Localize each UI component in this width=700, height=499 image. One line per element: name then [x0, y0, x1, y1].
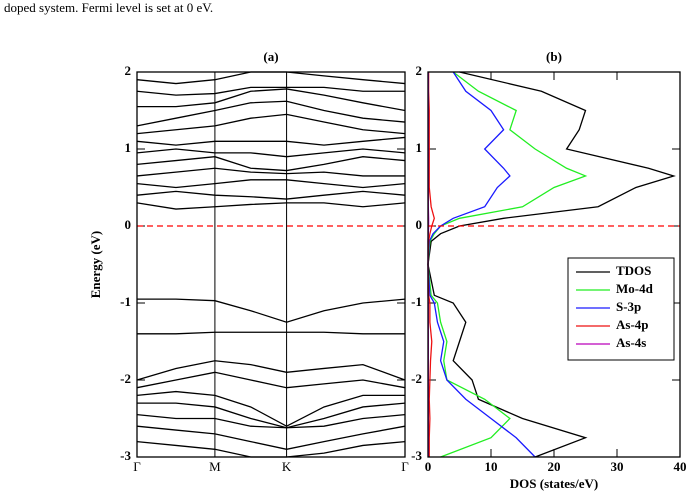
y-tick-label: 1 [125, 140, 132, 155]
dos-line [427, 72, 435, 457]
legend-label: S-3p [616, 299, 641, 314]
y-tick-label: 2 [125, 63, 132, 78]
y-tick-label: -2 [411, 371, 422, 386]
band-line [136, 190, 406, 200]
x-tick-label: 10 [485, 459, 498, 474]
band-line [137, 298, 406, 323]
y-tick-label: 2 [416, 63, 423, 78]
x-tick-label: 0 [425, 459, 432, 474]
y-tick-label: -2 [120, 371, 131, 386]
caption: doped system. Fermi level is set at 0 eV… [4, 0, 213, 15]
y-tick-label: -1 [120, 294, 131, 309]
band-line [136, 360, 406, 381]
y-tick-label: -3 [411, 448, 422, 463]
band-line [136, 113, 406, 135]
y-tick-label: 0 [416, 217, 423, 232]
band-line [136, 390, 405, 427]
x-tick-label: M [209, 459, 221, 474]
legend-label: TDOS [616, 263, 651, 278]
x-axis-label: DOS (states/eV) [510, 476, 598, 491]
legend-label: As-4p [616, 317, 649, 332]
band-line [136, 414, 406, 429]
x-tick-label: 40 [674, 459, 687, 474]
legend-box [567, 257, 675, 361]
band-line [136, 167, 405, 177]
panel-title: (a) [263, 49, 278, 64]
band-line [136, 440, 406, 458]
x-tick-label: 20 [548, 459, 561, 474]
band-line [136, 136, 406, 146]
y-tick-label: -1 [411, 294, 422, 309]
band-line [136, 371, 406, 389]
band-line [137, 88, 406, 112]
x-tick-label: K [282, 459, 292, 474]
y-axis-label: Energy (eV) [88, 231, 103, 299]
y-tick-label: 1 [416, 140, 423, 155]
dos-line [427, 71, 536, 458]
band-line [137, 331, 405, 335]
legend-label: As-4s [616, 335, 646, 350]
band-line [136, 202, 406, 210]
y-tick-label: -3 [120, 448, 131, 463]
band-line [136, 425, 406, 450]
band-line [136, 100, 406, 127]
band-line [136, 156, 406, 172]
y-tick-label: 0 [125, 217, 132, 232]
band-line [136, 71, 406, 85]
dos-line [427, 71, 676, 458]
x-tick-label: Γ [133, 459, 141, 474]
legend-label: Mo-4d [616, 281, 654, 296]
panel-title: (b) [546, 49, 562, 64]
band-line [136, 148, 406, 158]
dos-line [427, 71, 588, 458]
plot-frame [427, 71, 681, 458]
plot-frame [136, 71, 406, 458]
x-tick-label: Γ [401, 459, 409, 474]
x-tick-label: 30 [611, 459, 624, 474]
band-line [137, 402, 406, 429]
band-line [136, 86, 405, 96]
band-line [136, 179, 406, 189]
